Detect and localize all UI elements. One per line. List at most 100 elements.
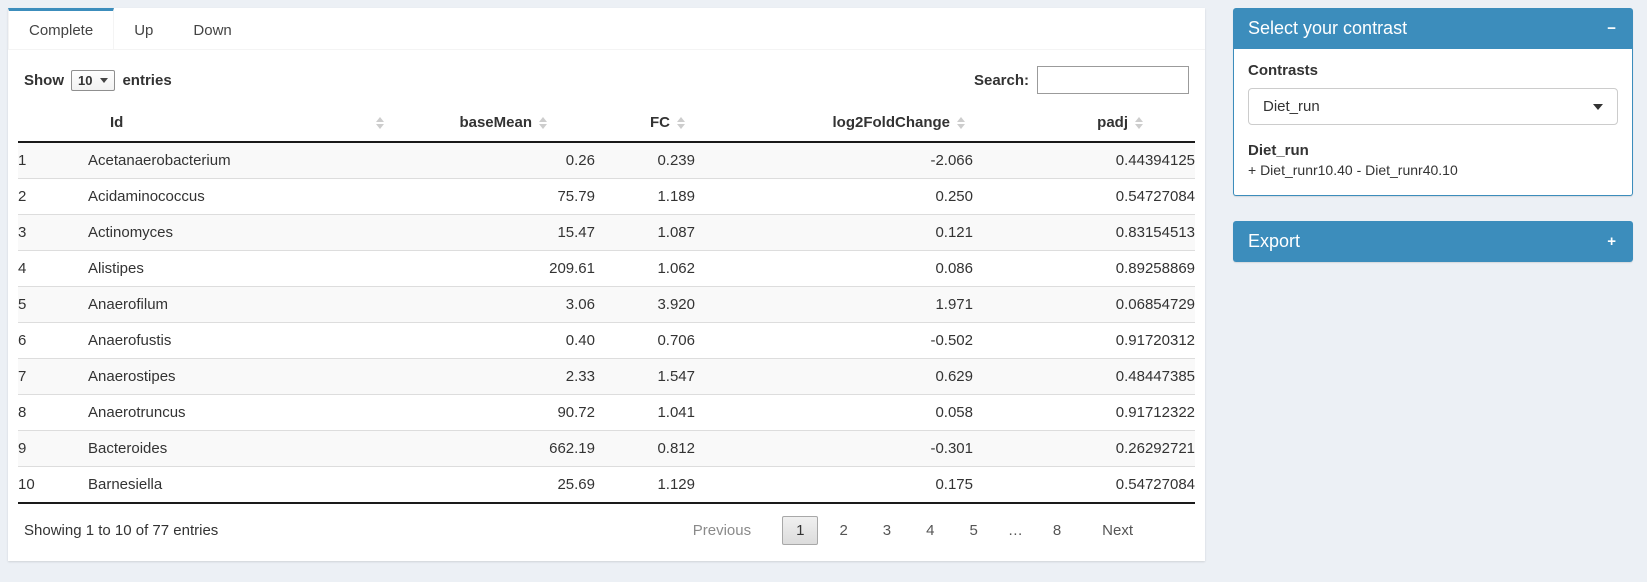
- tab-up[interactable]: Up: [134, 21, 154, 39]
- cell: 1: [18, 152, 27, 169]
- tab-bar: Complete Up Down: [8, 8, 1205, 50]
- table-row[interactable]: 4 Alistipes 209.61 1.062 0.086 0.89258869: [18, 250, 1195, 287]
- table-info: Showing 1 to 10 of 77 entries: [24, 522, 219, 539]
- cell: Acidaminococcus: [88, 178, 388, 215]
- cell: 0.48447385: [973, 358, 1195, 395]
- contrast-panel-title: Select your contrast: [1248, 18, 1408, 38]
- cell: 0.40: [388, 322, 595, 359]
- cell: 8: [18, 394, 88, 431]
- cell: Anaerotruncus: [88, 394, 388, 431]
- page-button-2[interactable]: 2: [839, 522, 848, 539]
- page-button-5[interactable]: 5: [969, 522, 978, 539]
- column-header-rownum: [18, 106, 88, 143]
- contrast-panel-body: Contrasts Diet_run Diet_run + Diet_runr1…: [1233, 49, 1633, 196]
- column-header-id[interactable]: Id: [88, 106, 388, 143]
- table-row[interactable]: 5 Anaerofilum 3.06 3.920 1.971 0.06854729: [18, 286, 1195, 323]
- show-label: Show: [24, 71, 64, 89]
- sort-icon: [957, 116, 965, 129]
- cell: 0.83154513: [973, 214, 1195, 251]
- cell: 0.06854729: [973, 286, 1195, 323]
- export-panel: Export +: [1233, 221, 1633, 262]
- cell: 3.920: [595, 286, 695, 323]
- cell: 1.087: [595, 214, 695, 251]
- page-length-select[interactable]: 10: [71, 69, 116, 91]
- column-label: Id: [110, 114, 124, 131]
- cell: 1.062: [595, 250, 695, 287]
- page-length-value: 10: [78, 72, 93, 88]
- cell: 1.971: [695, 286, 973, 323]
- cell: 662.19: [388, 430, 595, 467]
- cell: 0.250: [695, 178, 973, 215]
- cell: Alistipes: [88, 250, 388, 287]
- cell: 15.47: [388, 214, 595, 251]
- cell: Barnesiella: [88, 466, 388, 504]
- sort-icon: [376, 116, 384, 129]
- contrast-formula: + Diet_runr10.40 - Diet_runr40.10: [1248, 162, 1458, 178]
- cell: 3.06: [388, 286, 595, 323]
- column-label: log2FoldChange: [832, 114, 951, 131]
- contrasts-label: Contrasts: [1248, 62, 1319, 79]
- page-previous-button[interactable]: Previous: [692, 522, 752, 539]
- datatable-container: Show 10 entries Search: Id baseMean FC log2…: [8, 50, 1205, 561]
- tab-down[interactable]: Down: [193, 21, 232, 39]
- column-label: FC: [650, 114, 670, 131]
- search-control: Search:: [974, 66, 1189, 94]
- table-header-row: Id baseMean FC log2FoldChange padj: [18, 106, 1195, 143]
- table-row[interactable]: 10 Barnesiella 25.69 1.129 0.175 0.54727084: [18, 466, 1195, 504]
- column-header-basemean[interactable]: baseMean: [388, 106, 595, 143]
- cell: 0.121: [695, 214, 973, 251]
- column-header-padj[interactable]: padj: [973, 106, 1195, 143]
- contrast-panel: Select your contrast − Contrasts Diet_ru…: [1233, 8, 1633, 196]
- page-button-8[interactable]: 8: [1052, 522, 1062, 539]
- cell: 0.26: [565, 152, 595, 169]
- table-row[interactable]: 2 Acidaminococcus 75.79 1.189 0.250 0.5472708…: [18, 178, 1195, 215]
- cell: -0.502: [695, 322, 973, 359]
- cell: 0.175: [695, 466, 973, 504]
- table-row[interactable]: 7 Anaerostipes 2.33 1.547 0.629 0.48447385: [18, 358, 1195, 395]
- sidebar: Select your contrast − Contrasts Diet_ru…: [1233, 8, 1633, 287]
- search-input[interactable]: [1037, 66, 1189, 94]
- cell: 0.058: [695, 394, 973, 431]
- cell: Acetanaerobacterium: [88, 152, 231, 169]
- cell: 209.61: [388, 250, 595, 287]
- page-button-4[interactable]: 4: [926, 522, 935, 539]
- cell: 0.89258869: [973, 250, 1195, 287]
- tab-complete[interactable]: Complete: [8, 8, 115, 49]
- table-row[interactable]: 6 Anaerofustis 0.40 0.706 -0.502 0.91720312: [18, 322, 1195, 359]
- contrast-select[interactable]: Diet_run: [1248, 88, 1618, 125]
- column-header-log2foldchange[interactable]: log2FoldChange: [695, 106, 973, 143]
- cell: 0.91720312: [973, 322, 1195, 359]
- column-label: baseMean: [459, 114, 532, 131]
- cell: Anaerostipes: [88, 358, 388, 395]
- column-header-fc[interactable]: FC: [595, 106, 695, 143]
- collapse-minus-icon[interactable]: −: [1607, 20, 1616, 37]
- page-next-button[interactable]: Next: [1102, 522, 1133, 539]
- cell: 2: [18, 178, 88, 215]
- contrast-panel-header[interactable]: Select your contrast −: [1233, 8, 1633, 49]
- collapse-plus-icon[interactable]: +: [1607, 233, 1616, 250]
- cell: 10: [18, 466, 88, 504]
- table-row[interactable]: 1 Acetanaerobacterium 0.26 0.239 -2.066 0.443…: [18, 142, 1195, 179]
- cell: 7: [18, 358, 88, 395]
- cell: -0.301: [695, 430, 973, 467]
- page-button-3[interactable]: 3: [882, 522, 892, 539]
- cell: 0.239: [657, 152, 695, 169]
- pagination: Previous 1 2 3 4 5 … 8 Next: [679, 516, 1147, 545]
- page-length-control: Show 10 entries: [24, 69, 172, 91]
- cell: 75.79: [388, 178, 595, 215]
- cell: -2.066: [930, 152, 973, 169]
- page-button-1[interactable]: 1: [782, 516, 819, 545]
- sort-icon: [1135, 116, 1143, 129]
- cell: Anaerofustis: [88, 322, 388, 359]
- cell: 1.189: [595, 178, 695, 215]
- chevron-down-icon: [100, 77, 109, 83]
- table-row[interactable]: 8 Anaerotruncus 90.72 1.041 0.058 0.91712322: [18, 394, 1195, 431]
- cell: 0.26292721: [973, 430, 1195, 467]
- table-row[interactable]: 3 Actinomyces 15.47 1.087 0.121 0.83154513: [18, 214, 1195, 251]
- column-label: padj: [1097, 114, 1128, 131]
- export-panel-title: Export: [1248, 231, 1301, 251]
- export-panel-header[interactable]: Export +: [1233, 221, 1633, 262]
- table-row[interactable]: 9 Bacteroides 662.19 0.812 -0.301 0.26292721: [18, 430, 1195, 467]
- cell: 25.69: [388, 466, 595, 504]
- results-card: Complete Up Down Show 10 entries Search: I…: [8, 8, 1205, 561]
